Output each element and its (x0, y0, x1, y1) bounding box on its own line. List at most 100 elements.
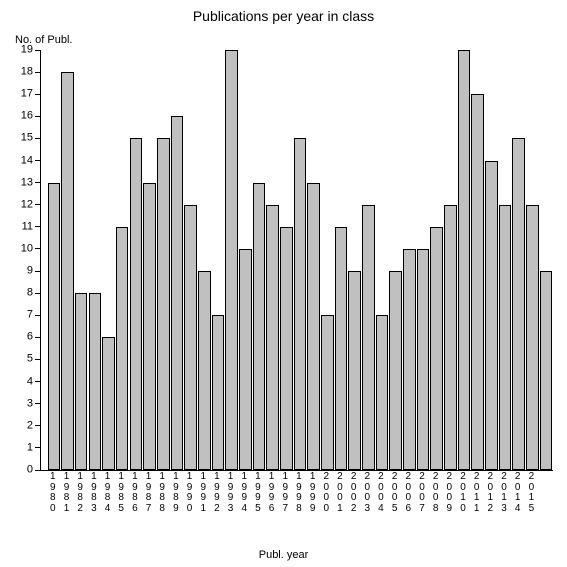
x-tick-label: 1 9 9 2 (214, 472, 220, 514)
x-label-slot: 1 9 9 7 (278, 472, 292, 514)
y-tick-label: 6 (11, 332, 33, 343)
bar (294, 138, 307, 470)
x-label-slot: 1 9 9 0 (183, 472, 197, 514)
x-label-slot: 1 9 8 6 (128, 472, 142, 514)
x-label-slot: 2 0 0 0 (319, 472, 333, 514)
y-tick-label: 1 (11, 442, 33, 453)
bar-slot (102, 50, 116, 470)
x-tick-label: 1 9 8 4 (105, 472, 111, 514)
bar-slot (61, 50, 75, 470)
x-axis-title: Publ. year (0, 549, 567, 561)
y-tick-label: 11 (11, 221, 33, 232)
x-label-slot: 1 9 8 9 (169, 472, 183, 514)
bar (130, 138, 143, 470)
x-label-slot: 1 9 8 7 (142, 472, 156, 514)
bar-slot (279, 50, 293, 470)
bar (526, 205, 539, 470)
bar-slot (143, 50, 157, 470)
x-label-slot: 2 0 1 0 (456, 472, 470, 514)
bar-slot (238, 50, 252, 470)
x-tick-label: 1 9 8 2 (77, 472, 83, 514)
bar (171, 116, 184, 470)
bar-slot (320, 50, 334, 470)
x-tick-label: 1 9 9 9 (310, 472, 316, 514)
bar (485, 161, 498, 470)
x-tick-label: 1 9 9 5 (255, 472, 261, 514)
x-tick-label: 2 0 0 4 (378, 472, 384, 514)
bar-slot (402, 50, 416, 470)
bar-slot (348, 50, 362, 470)
bar-slot (129, 50, 143, 470)
x-label-slot: 1 9 8 4 (101, 472, 115, 514)
bar-slot (334, 50, 348, 470)
bar-slot (266, 50, 280, 470)
y-tick-label: 8 (11, 288, 33, 299)
y-tick-label: 9 (11, 266, 33, 277)
x-label-slot: 2 0 0 4 (374, 472, 388, 514)
x-label-slot: 1 9 8 8 (155, 472, 169, 514)
x-label-slot: 2 0 0 2 (347, 472, 361, 514)
y-tick-label: 14 (11, 155, 33, 166)
x-label-slot: 2 0 0 8 (429, 472, 443, 514)
bar (321, 315, 334, 470)
x-tick-label: 2 0 0 8 (433, 472, 439, 514)
bar (471, 94, 484, 470)
x-tick-label: 1 9 8 0 (50, 472, 56, 514)
y-tick-label: 15 (11, 133, 33, 144)
y-tick-label: 7 (11, 310, 33, 321)
y-tick-label: 19 (11, 45, 33, 56)
bar-slot (211, 50, 225, 470)
y-tick-label: 16 (11, 111, 33, 122)
x-label-slot: 1 9 8 0 (46, 472, 60, 514)
x-tick-label: 2 0 0 6 (406, 472, 412, 514)
bar (499, 205, 512, 470)
bar (280, 227, 293, 470)
x-label-slot: 2 0 1 1 (470, 472, 484, 514)
x-tick-label: 2 0 0 1 (337, 472, 343, 514)
bar (212, 315, 225, 470)
bar-slot (252, 50, 266, 470)
x-label-slot: 1 9 9 9 (306, 472, 320, 514)
x-label-slot: 1 9 9 8 (292, 472, 306, 514)
x-label-slot: 1 9 8 2 (73, 472, 87, 514)
bar-slot (389, 50, 403, 470)
x-label-slot: 2 0 1 4 (511, 472, 525, 514)
y-tick-label: 10 (11, 243, 33, 254)
bar-slot (498, 50, 512, 470)
x-tick-label: 1 9 9 1 (200, 472, 206, 514)
bar (266, 205, 279, 470)
bar-slot (361, 50, 375, 470)
x-tick-label: 1 9 9 3 (228, 472, 234, 514)
bar-slot (512, 50, 526, 470)
bar-slot (471, 50, 485, 470)
bar (362, 205, 375, 470)
bar (417, 249, 430, 470)
y-tick-label: 12 (11, 199, 33, 210)
x-tick-label: 1 9 8 8 (159, 472, 165, 514)
y-tick-label: 3 (11, 398, 33, 409)
x-label-slot: 1 9 9 2 (210, 472, 224, 514)
bars-group (41, 50, 553, 470)
y-tick-label: 2 (11, 420, 33, 431)
x-label-slot: 1 9 9 4 (237, 472, 251, 514)
x-tick-label: 2 0 0 7 (419, 472, 425, 514)
x-tick-label: 1 9 8 5 (118, 472, 124, 514)
x-tick-label: 1 9 9 8 (296, 472, 302, 514)
x-label-slot: 2 0 0 9 (442, 472, 456, 514)
chart-container: Publications per year in class No. of Pu… (0, 0, 567, 567)
bar (348, 271, 361, 470)
bar (335, 227, 348, 470)
bar (198, 271, 211, 470)
x-label-slot: 1 9 8 1 (60, 472, 74, 514)
x-tick-label: 2 0 0 5 (392, 472, 398, 514)
bar-slot (485, 50, 499, 470)
bar (75, 293, 88, 470)
bar (184, 205, 197, 470)
bar (403, 249, 416, 470)
x-axis-labels: 1 9 8 0 1 9 8 11 9 8 2 1 9 8 3 1 9 8 4 1 9 8… (40, 472, 552, 514)
x-label-slot: 1 9 8 3 (87, 472, 101, 514)
x-label-slot: 2 0 0 3 (360, 472, 374, 514)
y-tick-label: 0 (11, 465, 33, 476)
plot-area: 012345678910111213141516171819 (40, 50, 553, 471)
bar (61, 72, 74, 470)
